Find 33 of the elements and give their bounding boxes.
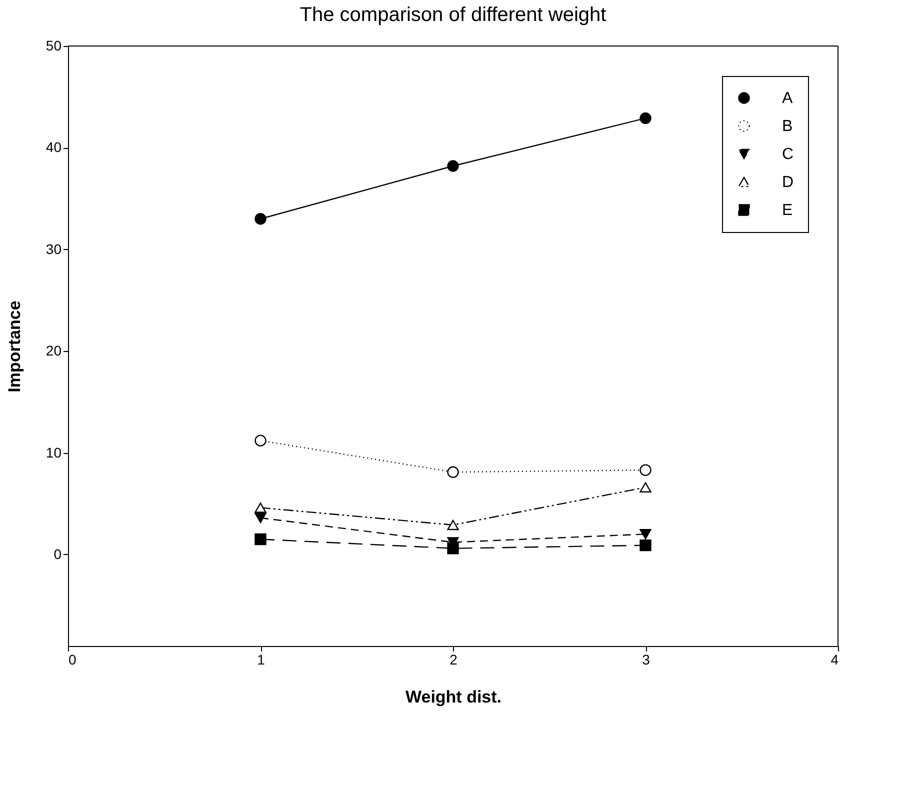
y-tick-label: 40 — [46, 139, 62, 156]
point — [447, 160, 459, 172]
point — [254, 213, 266, 225]
point — [640, 464, 652, 476]
legend-label: B — [782, 118, 793, 135]
point — [640, 539, 652, 552]
y-tick-label: 30 — [46, 240, 62, 257]
x-tick-label: 3 — [642, 652, 650, 668]
legend-label: E — [782, 202, 793, 219]
point — [254, 502, 266, 513]
chart-title: The comparison of different weight — [300, 4, 607, 26]
point — [447, 520, 459, 530]
point — [254, 533, 266, 546]
point — [640, 112, 652, 124]
x-axis-title: Weight dist. — [405, 688, 502, 706]
y-tick-label: 0 — [54, 546, 62, 562]
point — [447, 466, 459, 478]
y-tick-label: 10 — [46, 444, 62, 460]
x-tick-label: 4 — [830, 652, 839, 668]
point — [447, 542, 459, 554]
y-tick-label: 50 — [46, 38, 62, 54]
legend-label: A — [782, 90, 793, 107]
legend-label: C — [782, 146, 794, 163]
y-axis-title: Importance — [4, 300, 24, 392]
point — [640, 482, 652, 492]
y-tick-label: 20 — [46, 342, 62, 359]
legend-label: D — [782, 174, 794, 191]
x-tick-label: 1 — [257, 652, 266, 668]
x-tick-label: 2 — [450, 652, 458, 668]
x-tick-label: 0 — [68, 652, 76, 668]
point — [254, 512, 266, 524]
point — [254, 434, 266, 446]
point — [640, 528, 652, 540]
